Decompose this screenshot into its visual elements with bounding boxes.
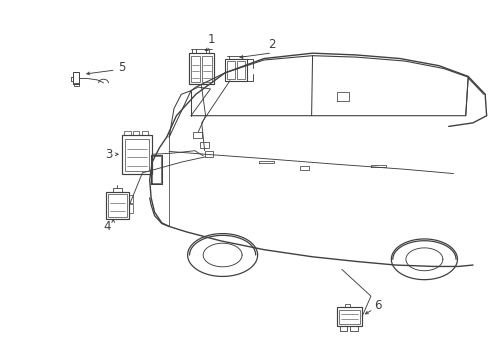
Bar <box>124 139 149 171</box>
Text: 6: 6 <box>374 299 381 312</box>
Bar <box>204 152 213 157</box>
Bar <box>350 326 357 331</box>
Text: 5: 5 <box>118 61 125 74</box>
Bar <box>339 326 346 331</box>
Bar <box>200 143 208 148</box>
Bar <box>124 131 130 135</box>
Bar <box>129 204 133 213</box>
Bar <box>344 304 349 307</box>
Bar <box>226 62 235 79</box>
Text: 1: 1 <box>207 33 215 46</box>
Bar <box>74 83 79 86</box>
Bar <box>133 131 139 135</box>
Bar <box>299 166 308 170</box>
Bar <box>339 310 359 324</box>
Bar <box>73 72 79 84</box>
Bar <box>202 56 211 82</box>
Text: 4: 4 <box>103 220 111 233</box>
Bar <box>190 56 200 82</box>
Bar <box>129 195 133 203</box>
Bar <box>113 188 122 192</box>
Bar <box>224 59 246 81</box>
Bar <box>188 53 213 84</box>
Bar <box>108 194 126 217</box>
Text: 2: 2 <box>268 39 275 51</box>
Bar <box>236 62 244 79</box>
Bar <box>193 132 202 138</box>
Bar <box>106 192 129 219</box>
Bar <box>142 131 148 135</box>
Bar <box>122 135 152 174</box>
Text: 3: 3 <box>105 148 113 161</box>
Bar <box>336 307 362 326</box>
